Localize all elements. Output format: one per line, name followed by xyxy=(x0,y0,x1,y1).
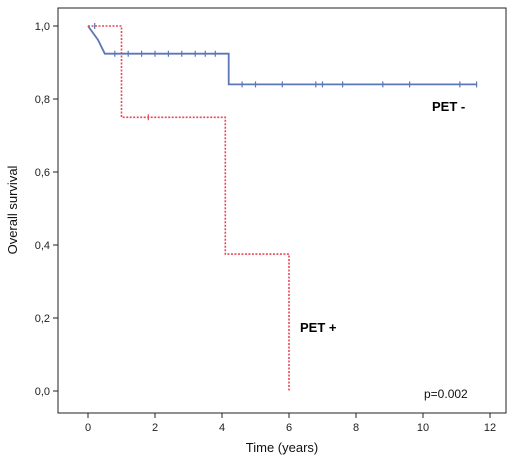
plot-frame xyxy=(57,7,507,414)
series-line-1 xyxy=(88,25,290,391)
x-tick-label: 8 xyxy=(353,422,359,434)
x-tick-label: 0 xyxy=(85,422,91,434)
y-tick-label: 1,0 xyxy=(35,21,50,33)
x-tick-label: 6 xyxy=(286,422,292,434)
x-axis-label: Time (years) xyxy=(246,440,318,455)
series-label-pet-positive: PET + xyxy=(300,320,337,335)
y-tick-label: 0,2 xyxy=(35,313,50,325)
series-label-pet-negative: PET - xyxy=(432,99,465,114)
x-tick-label: 2 xyxy=(152,422,158,434)
x-tick-label: 4 xyxy=(219,422,225,434)
y-tick-label: 0,8 xyxy=(35,94,50,106)
y-axis-label: Overall survival xyxy=(5,165,20,254)
y-tick-label: 0,4 xyxy=(35,240,50,252)
series-layer xyxy=(87,23,478,391)
x-tick-label: 12 xyxy=(484,422,496,434)
y-tick-label: 0,0 xyxy=(35,386,50,398)
x-tick-label: 10 xyxy=(417,422,429,434)
series-line-0 xyxy=(87,25,477,86)
x-axis-ticks: 0 2 4 6 8 10 12 xyxy=(85,413,496,434)
y-axis-ticks: 0,0 0,2 0,4 0,6 0,8 1,0 xyxy=(35,21,58,398)
p-value-annotation: p=0.002 xyxy=(424,387,468,401)
y-tick-label: 0,6 xyxy=(35,167,50,179)
